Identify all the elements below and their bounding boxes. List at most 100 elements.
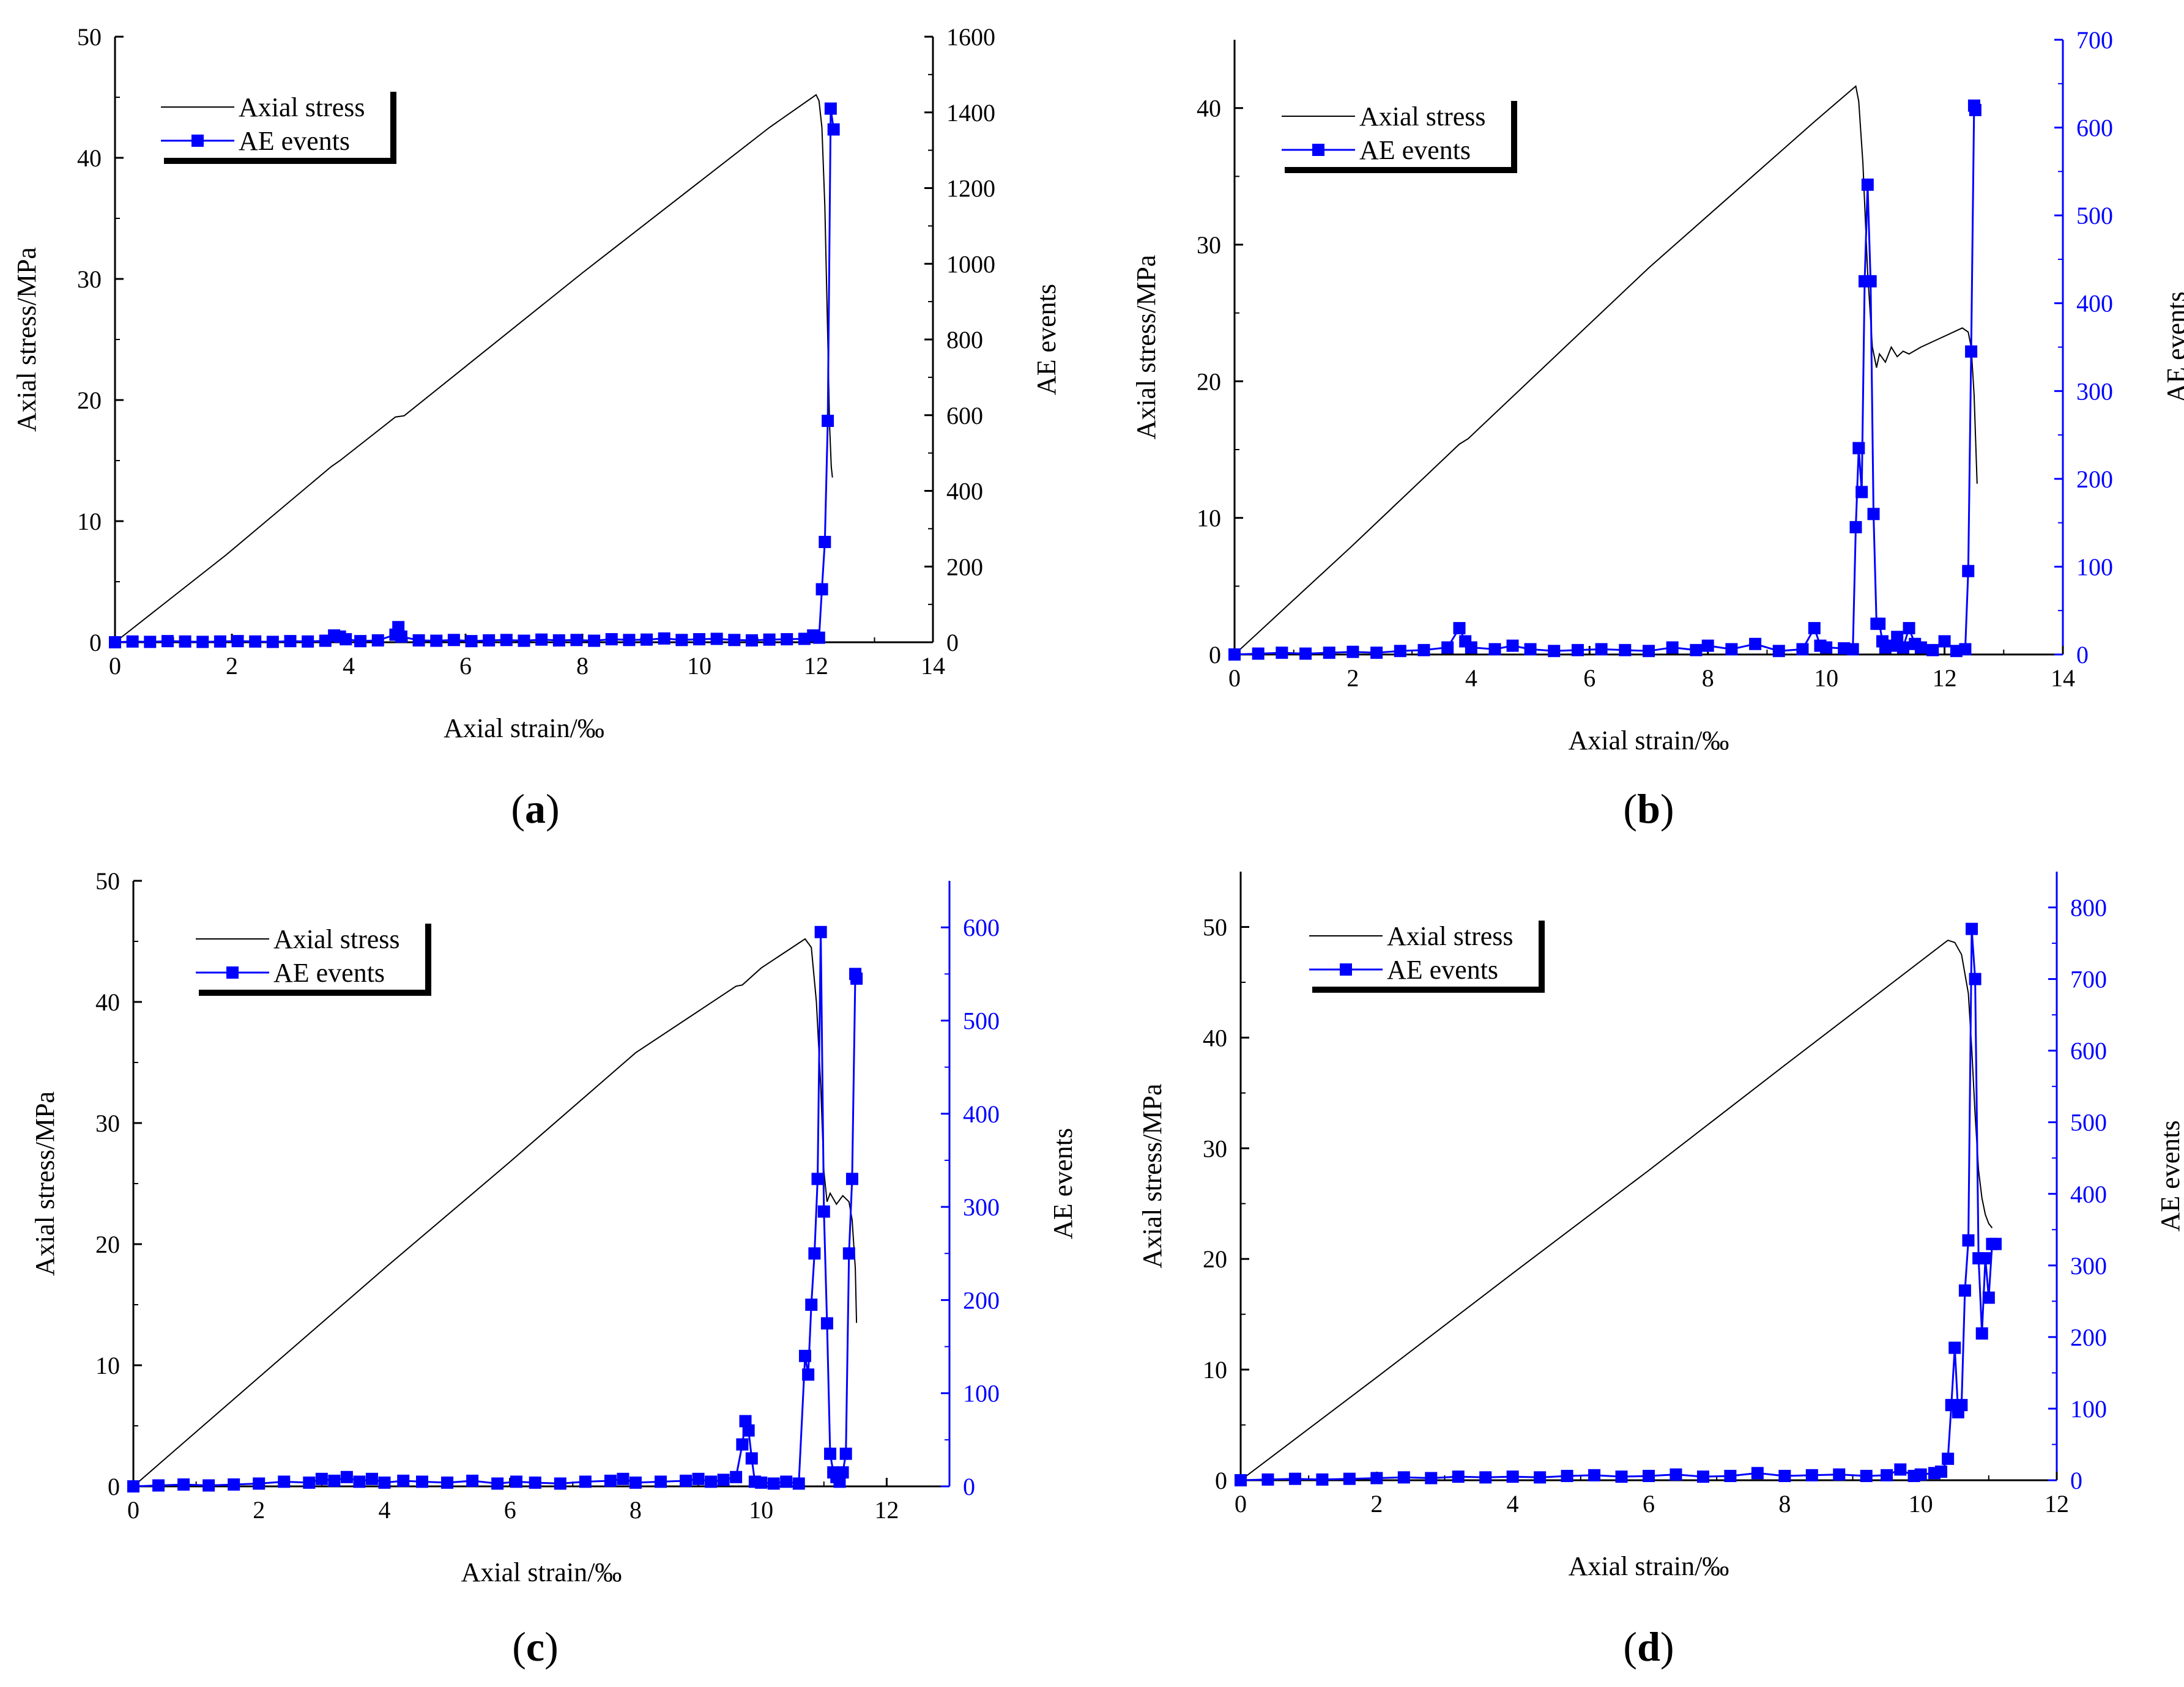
x-tick-label: 8: [576, 652, 589, 680]
y-axis-title: Axial stress/MPa: [1131, 255, 1161, 440]
y2-tick-label: 300: [2070, 1252, 2107, 1280]
y2-tick-label: 200: [946, 553, 983, 580]
legend-stress-label: Axial stress: [1359, 102, 1486, 132]
ae-point: [1958, 1284, 1971, 1297]
ae-point: [579, 1475, 592, 1488]
ae-point: [1772, 645, 1785, 658]
y2-tick-label: 0: [963, 1473, 975, 1500]
y2-tick-label: 400: [2076, 290, 2113, 317]
ae-point: [1914, 641, 1927, 654]
ae-point: [710, 632, 723, 645]
legend-ae-marker: [191, 135, 204, 147]
y2-tick-label: 800: [946, 326, 983, 354]
y-tick-label: 0: [89, 629, 102, 656]
ae-point: [1316, 1473, 1329, 1486]
panel-b: 0 2 4 6 8 10 12 1401020304001002003004005006007…: [1131, 26, 2184, 832]
ae-point: [397, 1474, 410, 1487]
legend-a: Axial stress AE events: [158, 86, 396, 164]
y2-tick-label: 1000: [946, 250, 995, 278]
ae-point: [1938, 635, 1951, 648]
ae-point: [1982, 1291, 1995, 1304]
ae-point: [315, 1472, 328, 1485]
ae-point: [802, 1368, 815, 1381]
ae-point: [675, 634, 688, 647]
y2-tick-label: 0: [946, 629, 959, 656]
x-tick-label: 12: [804, 652, 828, 680]
y2-tick-label: 1200: [946, 175, 995, 202]
ae-point: [1855, 486, 1868, 499]
ae-point: [745, 634, 758, 647]
y-tick-label: 30: [1197, 231, 1221, 259]
ae-point: [1228, 648, 1241, 661]
ae-point: [739, 1415, 752, 1428]
ae-point: [1343, 1472, 1356, 1485]
ae-point: [395, 630, 407, 643]
y2-tick-label: 200: [2076, 465, 2113, 493]
y2-tick-label: 800: [2070, 894, 2107, 922]
series-ae-events-line: [1234, 105, 1977, 656]
panel-label: (c): [512, 1623, 559, 1670]
panel-label: (a): [511, 785, 559, 832]
ae-point: [836, 1466, 849, 1479]
ae-point: [518, 634, 530, 647]
x-tick-label: 14: [921, 652, 945, 680]
ae-point: [392, 621, 405, 634]
ae-point: [1860, 1469, 1873, 1482]
series-axial-stress-line: [1240, 940, 1993, 1481]
ae-point: [284, 635, 297, 648]
ae-point: [839, 1447, 852, 1460]
legend-ae-marker: [1312, 144, 1324, 156]
ae-point: [1619, 643, 1632, 656]
x-tick-label: 14: [2051, 664, 2075, 692]
ae-point: [1989, 1237, 2002, 1250]
y2-tick-label: 100: [963, 1380, 1000, 1407]
ae-point: [214, 635, 226, 648]
ae-point: [196, 636, 209, 648]
ae-point: [1524, 643, 1537, 656]
ae-point: [354, 635, 367, 648]
ae-point: [340, 1470, 353, 1483]
y2-tick-label: 700: [2076, 26, 2113, 54]
legend-stress-label: Axial stress: [1387, 921, 1514, 951]
ae-point: [1561, 1469, 1573, 1482]
ae-point: [1805, 1469, 1818, 1481]
ae-point: [1903, 621, 1915, 634]
ae-point: [1394, 645, 1406, 658]
y-tick-label: 20: [77, 387, 102, 414]
y2-tick-label: 1400: [946, 99, 995, 127]
ae-point: [570, 634, 583, 647]
ae-point: [371, 634, 384, 647]
ae-point: [842, 1247, 855, 1260]
ae-point: [1346, 645, 1359, 658]
ae-point: [266, 636, 279, 648]
x-axis-title: Axial strain/‰: [1569, 725, 1729, 755]
legend-stress-label: Axial stress: [239, 92, 365, 122]
x-axis-title: Axial strain/‰: [1569, 1551, 1729, 1581]
y2-tick-label: 400: [2070, 1181, 2107, 1208]
ae-point: [340, 633, 352, 646]
y2-tick-label: 300: [2076, 377, 2113, 405]
ae-point: [805, 1299, 818, 1311]
y-tick-label: 10: [1197, 505, 1221, 532]
ae-point: [152, 1479, 165, 1492]
x-tick-label: 4: [1465, 664, 1477, 692]
ae-point: [1725, 643, 1738, 656]
ae-point: [1962, 1234, 1975, 1247]
legend-ae-label: AE events: [1359, 135, 1471, 165]
y2-tick-label: 700: [2070, 966, 2107, 993]
ae-point: [815, 583, 828, 596]
ae-point: [728, 634, 741, 647]
ae-point: [1896, 641, 1909, 654]
y-tick-label: 40: [95, 988, 120, 1016]
ae-point: [353, 1475, 366, 1488]
ae-point: [328, 1474, 341, 1487]
ae-point: [1701, 639, 1714, 652]
ae-point: [1696, 1470, 1709, 1483]
ae-point: [641, 633, 653, 646]
ae-point: [781, 633, 793, 646]
ae-point: [1914, 1468, 1927, 1481]
ae-point: [1323, 647, 1335, 659]
ae-point: [755, 1476, 768, 1489]
ae-point: [161, 635, 174, 648]
ae-point: [1846, 643, 1859, 656]
